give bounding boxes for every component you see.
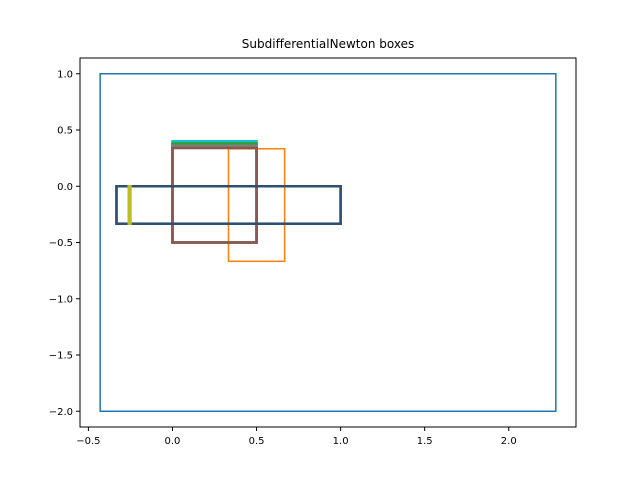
y-tick-label: −1.5 bbox=[49, 351, 73, 362]
y-axis: 1.0 0.5 0.0 −0.5 −1.0 −1.5 −2.0 bbox=[49, 69, 80, 418]
y-tick-label: −0.5 bbox=[49, 238, 73, 249]
boxes-layer bbox=[99, 73, 557, 412]
y-tick-label: −2.0 bbox=[49, 407, 73, 418]
x-tick-label: 1.0 bbox=[333, 436, 349, 447]
y-tick-label: 0.0 bbox=[57, 182, 73, 193]
box-0 bbox=[99, 73, 557, 412]
box-7 bbox=[115, 185, 342, 225]
box-3 bbox=[171, 142, 258, 244]
box-5 bbox=[171, 146, 258, 244]
box-2 bbox=[171, 140, 258, 244]
box-4 bbox=[171, 144, 258, 244]
box-8 bbox=[127, 185, 132, 225]
x-tick-label: −0.5 bbox=[76, 436, 100, 447]
y-tick-label: 0.5 bbox=[57, 126, 73, 137]
x-tick-label: 0.0 bbox=[165, 436, 181, 447]
y-tick-label: −1.0 bbox=[49, 294, 73, 305]
x-tick-label: 1.5 bbox=[417, 436, 433, 447]
x-tick-label: 0.5 bbox=[249, 436, 265, 447]
x-tick-label: 2.0 bbox=[501, 436, 517, 447]
axes-frame bbox=[79, 57, 577, 428]
x-axis: −0.5 0.0 0.5 1.0 1.5 2.0 bbox=[76, 427, 517, 447]
y-tick-label: 1.0 bbox=[57, 69, 73, 80]
chart-title: SubdifferentialNewton boxes bbox=[242, 37, 414, 51]
